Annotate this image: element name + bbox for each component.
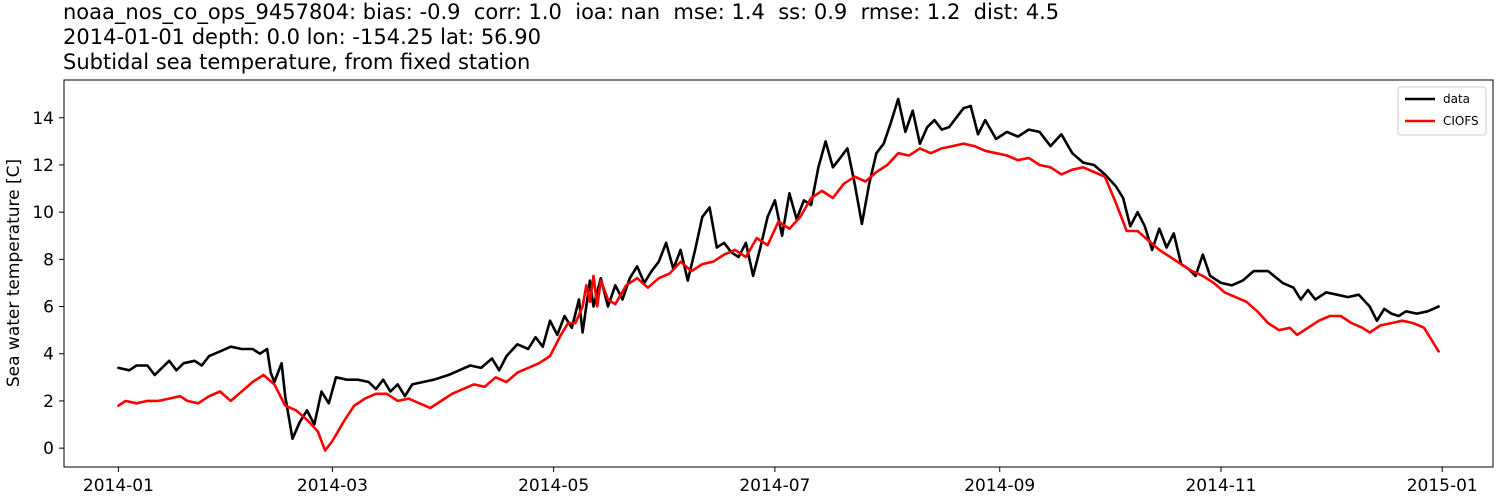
y-tick-label: 10 [32,203,54,223]
series-line-ciofs [117,142,1440,452]
y-tick-label: 12 [32,156,54,176]
x-axis: 2014-01 2014-03 2014-05 2014-07 2014-09 2014-… [83,467,1478,496]
plot-frame [63,79,1494,468]
x-tick-label: 2014-05 [518,476,589,496]
chart-title-line-2: 2014-01-01 depth: 0.0 lon: -154.25 lat: … [63,25,541,49]
chart-title-line-1: noaa_nos_co_ops_9457804: bias: -0.9 corr… [63,0,1060,24]
chart-title-block: noaa_nos_co_ops_9457804: bias: -0.9 corr… [63,0,1059,75]
y-tick-label: 6 [43,298,54,318]
y-tick-label: 0 [43,439,54,459]
y-axis: 0 2 4 6 8 10 12 14 [32,109,64,459]
legend-label-data: data [1443,92,1470,106]
legend-label-ciofs: CIOFS [1443,114,1479,128]
y-tick-label: 8 [43,250,54,270]
x-tick-label: 2015-01 [1407,476,1478,496]
x-tick-label: 2014-01 [83,476,154,496]
x-tick-label: 2014-03 [297,476,368,496]
series-layer [117,97,1440,452]
chart-title-line-3: Subtidal sea temperature, from fixed sta… [63,50,531,74]
x-tick-label: 2014-09 [964,476,1035,496]
legend: data CIOFS [1397,86,1487,136]
y-tick-label: 14 [32,109,54,129]
series-line-data [117,97,1440,440]
y-axis-label: Sea water temperature [C] [4,159,24,387]
x-tick-label: 2014-11 [1185,476,1256,496]
y-tick-label: 4 [43,345,54,365]
x-tick-label: 2014-07 [739,476,810,496]
y-tick-label: 2 [43,392,54,412]
